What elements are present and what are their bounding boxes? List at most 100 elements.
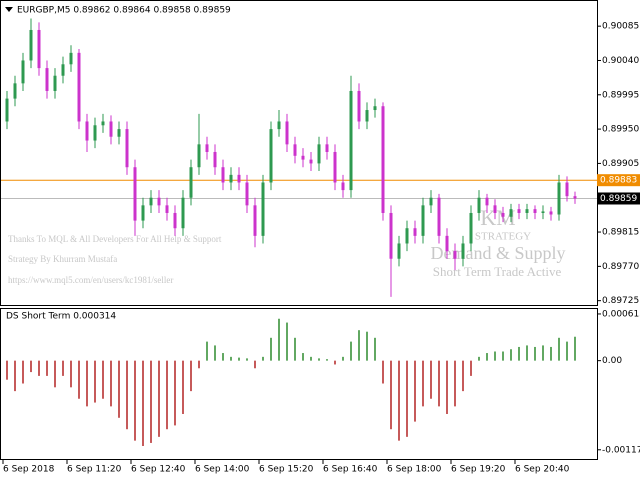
candle-body bbox=[397, 243, 401, 259]
candle-body bbox=[197, 144, 201, 168]
y-tick-label: 0.90085 bbox=[602, 22, 639, 32]
candle-body bbox=[165, 205, 169, 213]
candle-body bbox=[549, 211, 553, 215]
candle-body bbox=[53, 75, 57, 91]
candle-body bbox=[93, 125, 97, 141]
y-tick-label: -0.00117 bbox=[602, 445, 640, 455]
candle-body bbox=[325, 144, 329, 152]
credit: Strategy By Khurram Mustafa bbox=[8, 254, 117, 264]
y-tick-label: 0.00 bbox=[602, 356, 622, 366]
y-tick-label: 0.89995 bbox=[602, 90, 639, 100]
candle-body bbox=[461, 243, 465, 259]
candle-body bbox=[109, 121, 113, 137]
credit: https://www.mql5.com/en/users/kc1981/sel… bbox=[8, 275, 173, 285]
candle-body bbox=[69, 52, 73, 65]
candle-body bbox=[133, 167, 137, 221]
menu-arrow[interactable] bbox=[5, 7, 13, 12]
indicator-title: DS Short Term 0.000314 bbox=[6, 312, 116, 322]
candle-body bbox=[21, 60, 25, 84]
sub-frame bbox=[0, 308, 598, 460]
candle-body bbox=[285, 121, 289, 145]
x-tick-label: 6 Sep 18:00 bbox=[387, 465, 442, 475]
price-box-label: 0.89883 bbox=[600, 176, 637, 186]
x-tick-label: 6 Sep 15:20 bbox=[259, 465, 314, 475]
candle-body bbox=[5, 98, 9, 122]
x-tick-label: 6 Sep 19:20 bbox=[451, 465, 506, 475]
candle-body bbox=[485, 197, 489, 206]
candle-body bbox=[333, 151, 337, 183]
candle-body bbox=[373, 106, 377, 111]
candle-body bbox=[565, 182, 569, 197]
candle-body bbox=[293, 144, 297, 156]
candle-body bbox=[341, 182, 345, 191]
candle-body bbox=[437, 197, 441, 236]
tagline: Short Term Trade Active bbox=[433, 264, 562, 279]
x-tick-label: 6 Sep 2018 bbox=[3, 465, 55, 475]
symbol-header: EURGBP,M5 0.89862 0.89864 0.89858 0.8985… bbox=[17, 6, 231, 16]
candle-body bbox=[445, 235, 449, 252]
main-frame bbox=[0, 0, 598, 306]
candle-body bbox=[253, 205, 257, 236]
product: Demand & Supply bbox=[431, 243, 566, 263]
candle-body bbox=[29, 29, 33, 61]
candle-body bbox=[245, 182, 249, 206]
y-tick-label: 0.89815 bbox=[602, 228, 639, 238]
candle-body bbox=[181, 197, 185, 229]
candle-body bbox=[301, 155, 305, 160]
candle-body bbox=[573, 196, 577, 199]
x-tick-label: 6 Sep 12:40 bbox=[131, 465, 186, 475]
candle-body bbox=[125, 129, 129, 168]
candle-body bbox=[205, 144, 209, 152]
candle-body bbox=[421, 205, 425, 236]
candle-body bbox=[469, 212, 473, 244]
y-tick-label: 0.89725 bbox=[602, 296, 639, 306]
candle-body bbox=[493, 205, 497, 213]
candle-body bbox=[149, 197, 153, 206]
credit: Thanks To MQL & All Developers For All H… bbox=[8, 234, 222, 244]
price-box bbox=[597, 174, 640, 187]
candle-body bbox=[237, 174, 241, 183]
candle-body bbox=[533, 209, 537, 213]
candle-body bbox=[477, 197, 481, 213]
candle-body bbox=[173, 212, 177, 229]
candle-body bbox=[501, 212, 505, 217]
candle-body bbox=[277, 121, 281, 130]
candle-body bbox=[309, 159, 313, 164]
candle-body bbox=[261, 182, 265, 236]
logo: KM bbox=[480, 205, 515, 230]
y-tick-label: 0.000613 bbox=[602, 309, 640, 319]
candle-body bbox=[365, 110, 369, 122]
candle-body bbox=[101, 121, 105, 126]
y-tick-label: 0.89950 bbox=[602, 125, 639, 135]
candle-body bbox=[37, 29, 41, 69]
candle-body bbox=[61, 64, 65, 76]
candle-body bbox=[405, 228, 409, 244]
candle-body bbox=[525, 209, 529, 213]
candle-body bbox=[189, 167, 193, 198]
candle-body bbox=[517, 209, 521, 213]
candle-body bbox=[45, 68, 49, 91]
candle-body bbox=[13, 83, 17, 99]
candle-body bbox=[349, 90, 353, 191]
y-tick-label: 0.89770 bbox=[602, 262, 639, 272]
candle-body bbox=[317, 144, 321, 164]
candle-body bbox=[389, 212, 393, 259]
candle-body bbox=[117, 129, 121, 137]
candle-body bbox=[557, 182, 561, 215]
candle-body bbox=[429, 197, 433, 206]
candle-body bbox=[85, 121, 89, 141]
candle-body bbox=[213, 151, 217, 168]
candle-body bbox=[269, 129, 273, 183]
candle-body bbox=[157, 197, 161, 206]
price-box bbox=[597, 192, 640, 205]
x-tick-label: 6 Sep 20:40 bbox=[515, 465, 570, 475]
candle-body bbox=[357, 90, 361, 122]
candle-body bbox=[77, 52, 81, 122]
candle-body bbox=[229, 174, 233, 183]
x-tick-label: 6 Sep 16:40 bbox=[323, 465, 378, 475]
candle-body bbox=[453, 251, 457, 259]
x-tick-label: 6 Sep 14:00 bbox=[195, 465, 250, 475]
candle-body bbox=[381, 106, 385, 213]
price-box-label: 0.89859 bbox=[600, 194, 637, 204]
